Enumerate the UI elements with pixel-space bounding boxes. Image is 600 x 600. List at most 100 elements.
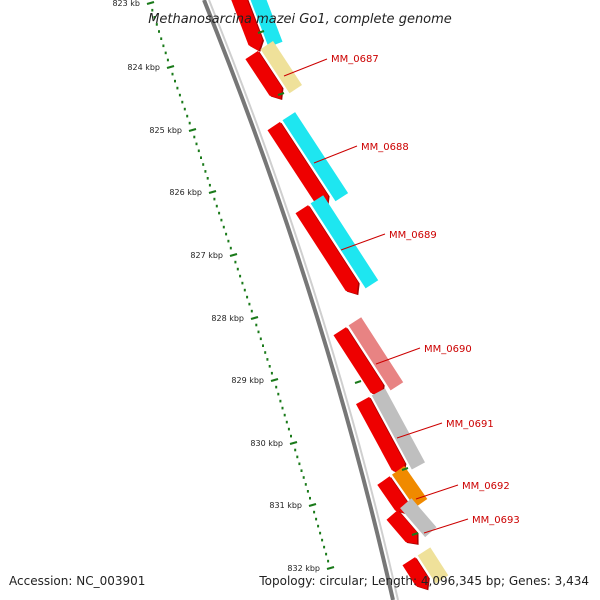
gene-leader-line	[415, 484, 459, 500]
accession-text: Accession: NC_003901	[9, 574, 146, 588]
minor-tick	[321, 538, 324, 542]
kbp-tick-label: 826 kbp	[169, 188, 202, 197]
minor-tick	[248, 302, 251, 306]
kbp-tick-label: 831 kbp	[269, 501, 302, 510]
minor-tick	[281, 406, 284, 410]
minor-tick	[218, 211, 221, 215]
minor-tick	[262, 344, 264, 347]
gene-label[interactable]: MM_0692	[462, 481, 510, 492]
gene-leader-line	[313, 145, 358, 164]
category-bar	[282, 112, 349, 202]
gene-leader-line	[340, 233, 386, 251]
major-tick	[208, 189, 217, 195]
minor-tick	[250, 309, 253, 313]
minor-tick	[285, 420, 288, 424]
minor-tick	[202, 163, 205, 166]
minor-tick	[259, 337, 262, 341]
gene-leader-line	[423, 518, 469, 534]
minor-tick	[176, 86, 179, 90]
genome-backbone	[202, 0, 399, 600]
kbp-tick-label: 823 kb	[112, 0, 140, 8]
cds-arrow[interactable]	[228, 0, 263, 51]
minor-tick	[319, 531, 322, 535]
gene-label[interactable]: MM_0693	[472, 515, 520, 526]
minor-tick	[236, 267, 239, 271]
genome-summary-text: Topology: circular; Length: 4,096,345 bp…	[259, 574, 589, 588]
minor-tick	[229, 246, 232, 250]
kbp-tick-label: 827 kbp	[190, 251, 223, 260]
feature-tick	[401, 467, 409, 471]
minor-tick	[206, 177, 209, 180]
major-tick	[289, 440, 298, 446]
cds-arrow[interactable]	[333, 327, 384, 397]
minor-tick	[181, 100, 184, 104]
minor-tick	[160, 37, 163, 40]
minor-tick	[222, 225, 225, 229]
minor-tick	[195, 142, 198, 146]
minor-tick	[279, 399, 282, 403]
gene-label[interactable]: MM_0690	[424, 344, 472, 355]
category-track	[250, 0, 449, 584]
minor-tick	[153, 16, 156, 19]
category-bar	[392, 466, 428, 508]
gene-track	[228, 0, 430, 591]
major-tick	[146, 0, 155, 6]
cds-arrow[interactable]	[295, 205, 359, 295]
minor-tick	[158, 30, 160, 33]
cds-arrow[interactable]	[402, 557, 429, 590]
category-bar	[260, 41, 302, 94]
minor-tick	[171, 72, 174, 76]
cds-arrow[interactable]	[377, 476, 408, 514]
genome-title: Methanosarcina mazei Go1, complete genom…	[148, 12, 452, 27]
category-bar	[348, 317, 404, 391]
feature-tick	[277, 92, 285, 96]
category-bar	[417, 547, 449, 584]
minor-tick	[264, 351, 267, 354]
minor-tick	[275, 385, 278, 389]
minor-tick	[193, 135, 196, 139]
minor-tick	[327, 559, 330, 563]
minor-tick	[268, 365, 271, 368]
minor-tick	[266, 358, 269, 361]
minor-tick	[290, 434, 292, 438]
minor-tick	[186, 114, 189, 118]
major-tick	[166, 64, 175, 70]
cds-arrow[interactable]	[245, 50, 282, 99]
minor-tick	[162, 44, 165, 48]
cds-arrow[interactable]	[356, 396, 405, 475]
gene-leader-line	[283, 58, 328, 77]
major-tick	[308, 502, 317, 508]
minor-tick	[174, 79, 176, 83]
minor-tick	[257, 330, 260, 334]
minor-tick	[225, 232, 228, 236]
minor-tick	[309, 496, 311, 500]
minor-tick	[300, 469, 303, 472]
minor-tick	[306, 490, 309, 493]
cds-arrow[interactable]	[267, 121, 329, 207]
gene-label[interactable]: MM_0687	[331, 54, 379, 65]
cds-arrow[interactable]	[386, 510, 418, 544]
minor-tick	[164, 51, 167, 55]
category-bar	[250, 0, 283, 48]
kbp-tick-label: 832 kbp	[287, 564, 320, 573]
minor-tick	[241, 281, 244, 285]
minor-tick	[234, 260, 237, 264]
gene-label[interactable]: MM_0689	[389, 230, 437, 241]
minor-tick	[208, 183, 211, 187]
minor-tick	[283, 413, 286, 417]
backbone-highlight	[208, 0, 399, 600]
minor-tick	[239, 274, 242, 278]
kbp-tick-label: 824 kbp	[127, 63, 160, 72]
gene-leader-line	[396, 422, 443, 439]
category-bar	[310, 195, 379, 289]
minor-tick	[270, 371, 273, 375]
minor-tick	[200, 156, 202, 159]
backbone-line	[202, 0, 395, 600]
major-tick	[326, 565, 335, 571]
gene-label[interactable]: MM_0691	[446, 419, 494, 430]
minor-tick	[304, 483, 307, 486]
gene-leader-line	[375, 347, 421, 365]
gene-label[interactable]: MM_0688	[361, 142, 409, 153]
minor-tick	[277, 392, 280, 396]
